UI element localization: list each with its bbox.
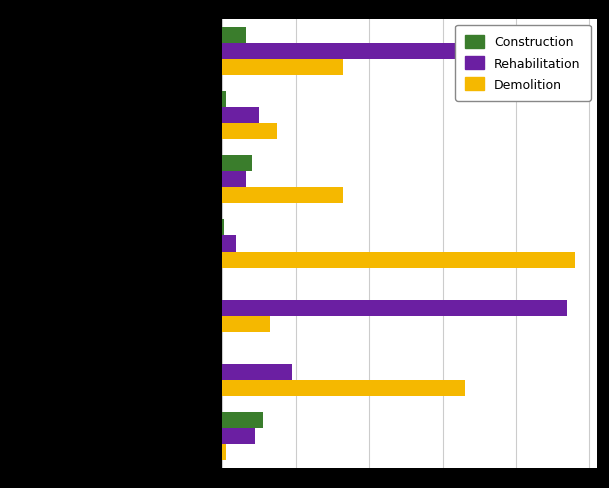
Bar [222,300,568,316]
Legend: Construction, Rehabilitation, Demolition: Construction, Rehabilitation, Demolition [456,26,591,102]
Bar [222,445,226,461]
Bar [222,412,262,428]
Bar [222,236,236,252]
Bar [222,252,575,268]
Bar [222,92,226,108]
Bar [222,316,270,332]
Bar [222,156,252,172]
Bar [222,364,292,380]
Bar [222,124,277,140]
Bar [222,380,465,396]
Bar [222,188,343,204]
Bar [222,220,225,236]
Bar [222,43,546,60]
Bar [222,60,343,76]
Bar [222,108,259,124]
Bar [222,428,255,445]
Bar [222,172,246,188]
Bar [222,27,246,43]
